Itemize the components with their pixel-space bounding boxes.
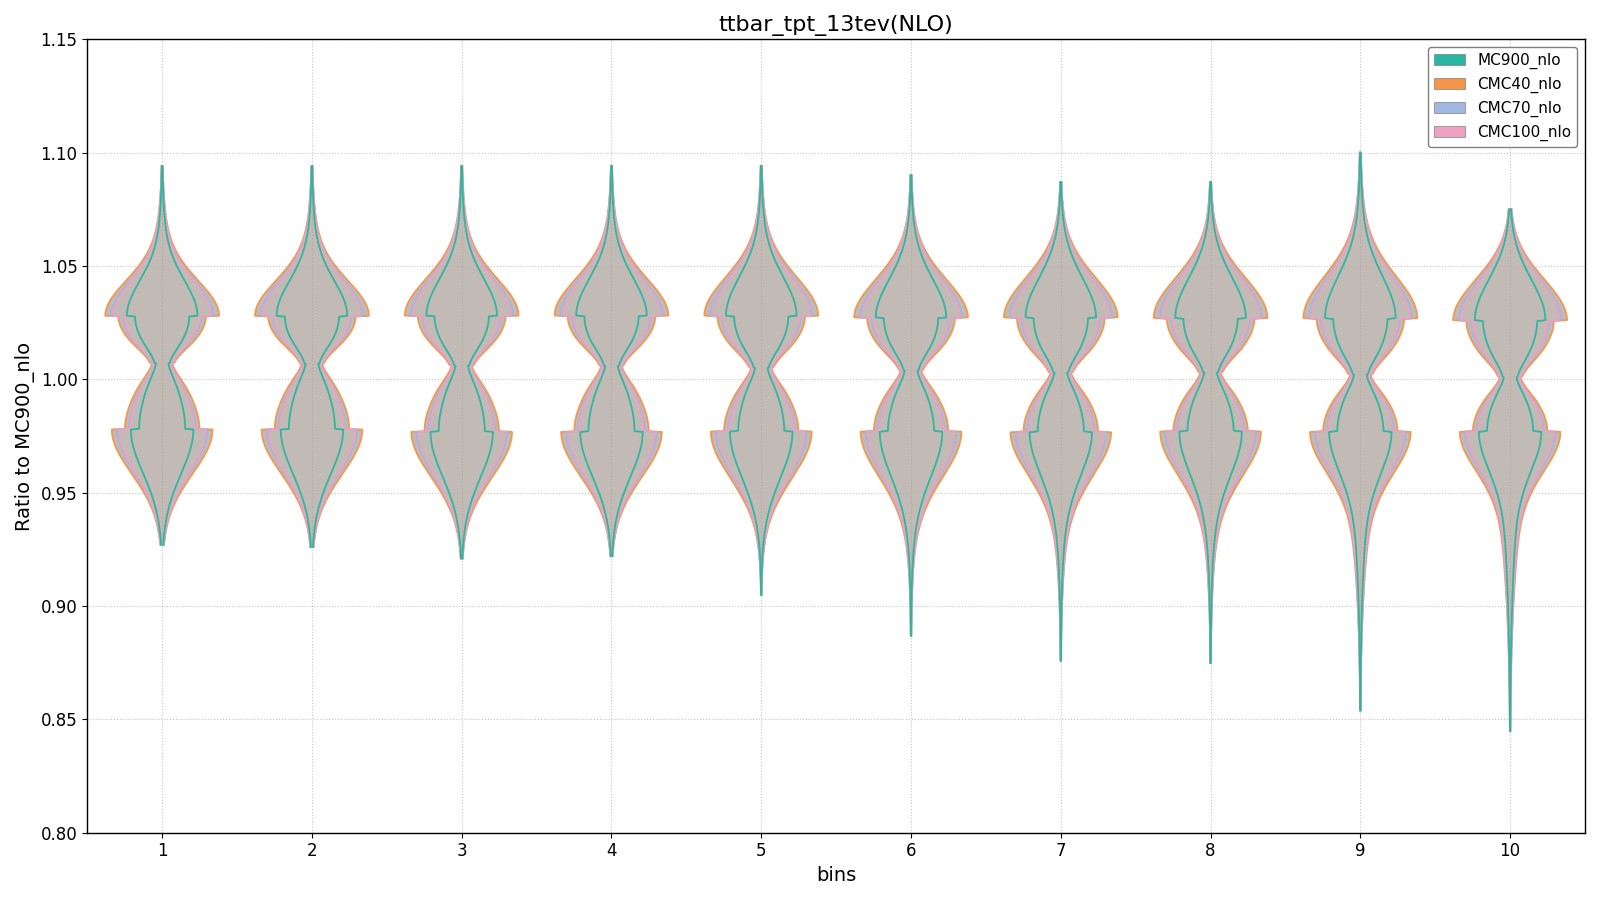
Polygon shape [1003,182,1118,661]
Polygon shape [704,166,818,595]
Legend: MC900_nlo, CMC40_nlo, CMC70_nlo, CMC100_nlo: MC900_nlo, CMC40_nlo, CMC70_nlo, CMC100_… [1429,47,1578,147]
Polygon shape [1304,153,1418,710]
Polygon shape [1154,182,1267,662]
Polygon shape [106,166,219,544]
Title: ttbar_tpt_13tev(NLO): ttbar_tpt_13tev(NLO) [718,15,954,36]
Polygon shape [854,176,968,635]
Polygon shape [254,166,370,547]
Y-axis label: Ratio to MC900_nlo: Ratio to MC900_nlo [14,341,35,531]
Polygon shape [555,166,669,556]
Polygon shape [405,166,518,558]
X-axis label: bins: bins [816,866,856,885]
Polygon shape [1453,210,1566,731]
